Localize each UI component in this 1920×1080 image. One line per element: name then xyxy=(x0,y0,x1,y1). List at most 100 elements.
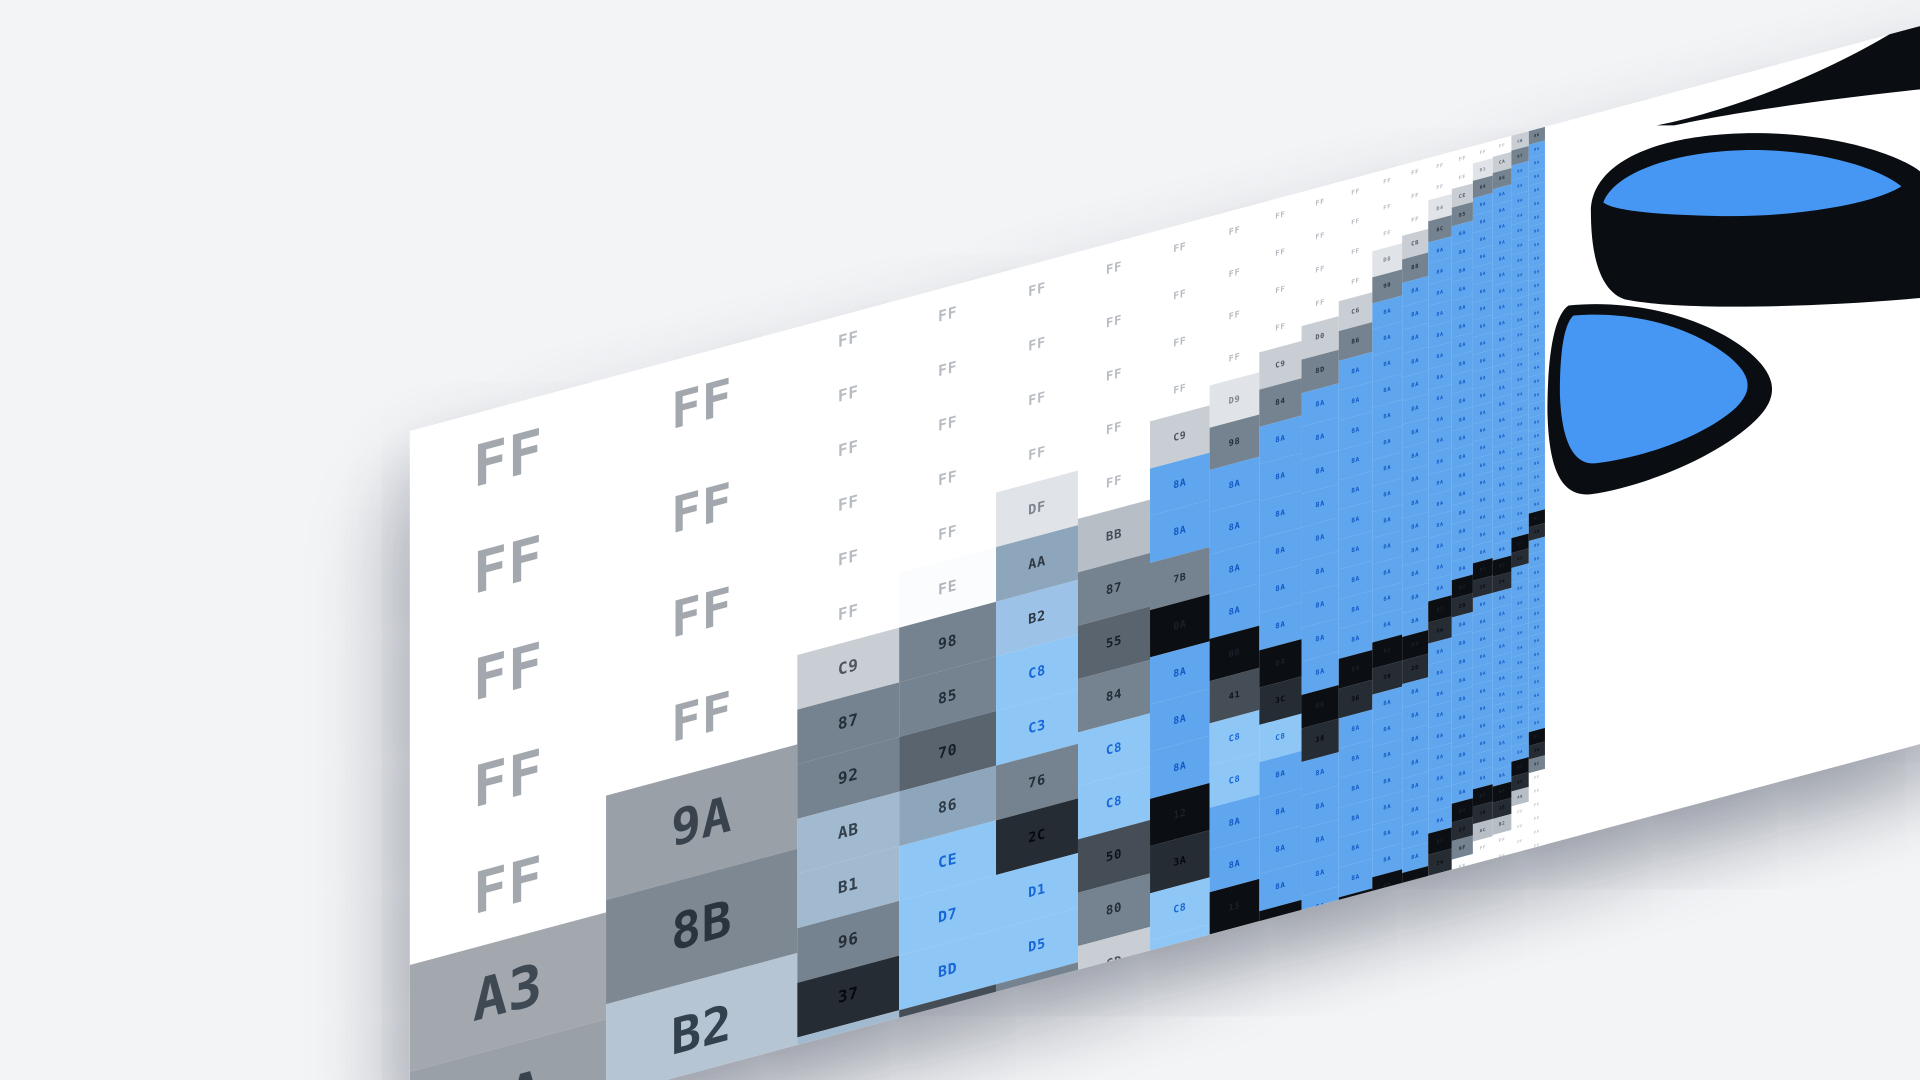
pixel-cell: FF xyxy=(1528,960,1545,979)
pixel-cell: FF xyxy=(1511,906,1529,926)
grid-column: FF FF FF FF C9 84 8A 8A 8A 8A 8A 8A 04 3C C8 8A 8A 8A 8A 0E… xyxy=(1259,192,1302,1080)
pixel-cell: FF xyxy=(1428,996,1452,1024)
pixel-cell: D6 xyxy=(1150,1018,1210,1080)
grid-column: FF CA 86 8A 8A 8A 8A 8A 8A 8A 8A 8A 8A 8A 8A 8A 8A 8A 8A 8A… xyxy=(1492,135,1512,1080)
pixel-cell: FF xyxy=(1451,947,1473,972)
pixel-cell: FF xyxy=(1511,1025,1529,1045)
pixel-cell: A5 xyxy=(1301,986,1339,1031)
pixel-cell: 8F xyxy=(1209,963,1260,1019)
pixel-cell: D9 xyxy=(899,1038,997,1080)
grid-column: 8E 8A 8A 8A 8A 8A 8A 8A 8A 8A 8A 8A 8A 8A 8A 8A 8A 8A 8A 8A… xyxy=(1528,126,1545,1080)
pixel-cell: FF xyxy=(1402,960,1429,991)
pixel-cell: FF xyxy=(1428,975,1452,1003)
pixel-cell: FF xyxy=(1528,891,1545,910)
pixel-cell: FF xyxy=(1511,1055,1529,1075)
pixel-cell: FF xyxy=(1428,1017,1452,1045)
pixel-cell: FF xyxy=(1528,932,1545,951)
pixel-cell: FF xyxy=(1259,1048,1302,1080)
pixel-cell: FF xyxy=(1428,1059,1452,1080)
pixel-cell: FF xyxy=(1511,950,1529,971)
pixel-cell: FF xyxy=(1492,975,1512,997)
pixel-cell: FF xyxy=(1492,894,1512,916)
pixel-cell: FF xyxy=(1402,936,1429,968)
pixel-cell: FF xyxy=(1338,977,1373,1017)
pixel-cell: FF xyxy=(1511,1040,1529,1060)
pixel-cell: FF xyxy=(1528,1028,1545,1047)
grid-column: FF FF FF FF FF FE 98 85 70 86 CE D7 BD 51 D9 xyxy=(899,273,997,1080)
pixel-cell: 28 xyxy=(1372,895,1403,930)
pixel-cell: FF xyxy=(1511,1070,1529,1080)
pixel-cell: FF xyxy=(1528,850,1545,869)
pixel-cell: FF xyxy=(1472,905,1493,929)
pixel-cell: FF xyxy=(1492,1039,1512,1062)
pixel-cell: FF xyxy=(1451,909,1473,935)
pixel-cell: FF xyxy=(1528,878,1545,897)
grid-column: FF FF FF D8 90 8A 8A 8A 8A 8A 8A 8A 8A 8A 8A 8A 8A 8A 02 30… xyxy=(1372,165,1403,1080)
pixel-cell: FF xyxy=(1492,862,1512,884)
pixel-cell: FF xyxy=(1451,1003,1473,1028)
pixel-cell: FF xyxy=(1511,861,1529,881)
pixel-cell: FF xyxy=(1338,1007,1373,1047)
pixel-cell: FF xyxy=(1209,1047,1260,1080)
pixel-cell: FF xyxy=(1511,1010,1529,1030)
pixel-cell: FF xyxy=(1511,980,1529,1001)
pixel-cell: FF xyxy=(1492,943,1512,965)
pixel-cell: FF xyxy=(1528,905,1545,924)
pixel-cell: FF xyxy=(1492,991,1512,1013)
pixel-cell: FF xyxy=(1372,1025,1403,1060)
pixel-cell: FF xyxy=(1472,1062,1493,1080)
pixel-cell: FF xyxy=(1451,984,1473,1009)
pixel-cell: FF xyxy=(1451,1021,1473,1046)
pixel-cell: 33 xyxy=(1259,937,1302,986)
pixel-cell: 26 xyxy=(1402,889,1429,921)
pixel-cell: FF xyxy=(1301,1053,1339,1080)
pixel-sheet: FFFFFFFFFFA39AFFFFFFFF9A8BB291FFFFFFFFFF… xyxy=(409,10,1920,1080)
pixel-cell: FF xyxy=(996,1071,1078,1080)
pixel-cell: FF xyxy=(1492,1056,1512,1078)
pixel-cell: FF xyxy=(1492,959,1512,981)
pixel-cell: B0 xyxy=(1338,948,1373,987)
grid-column: FFFFFFFFFFA39A xyxy=(409,378,607,1080)
pixel-cell: FF xyxy=(1492,846,1512,868)
pixel-cell: FF xyxy=(1492,1072,1512,1080)
pixel-cell: FF xyxy=(1492,910,1512,932)
pixel-cell: FF xyxy=(1528,1001,1545,1020)
pixel-cell: FF xyxy=(1451,853,1473,879)
pixel-cell: FF xyxy=(1372,973,1403,1008)
grid-column: FF D1 89 8A 8A 8A 8A 8A 8A 8A 8A 8A 8A 8A 8A 8A 8A 8A 8A 8A… xyxy=(1472,140,1493,1080)
pixel-cell: FF xyxy=(1528,987,1545,1006)
pixel-cell: FF xyxy=(1402,983,1429,1015)
pixel-cell: FF xyxy=(1372,1051,1403,1080)
grid-column: FF FF FF CB 88 8A 8A 8A 8A 8A 8A 8A 8A 8A 8A 8A 8A 8A 8A 8A… xyxy=(1402,158,1429,1080)
pixel-cell: FF xyxy=(1338,1037,1373,1077)
pixel-cell: DF xyxy=(797,1064,900,1080)
grid-column: FFFFFFFF9A8BB291 xyxy=(606,327,798,1080)
pixel-cell: FF xyxy=(1451,872,1473,897)
grid-column: FF FF FF FF D9 98 8A 8A 8A 8A 08 41 C8 C8 8A 8A 15 36 8F D2… xyxy=(1209,203,1260,1080)
pixel-cell: D2 xyxy=(1209,1005,1260,1062)
pixel-grid: FFFFFFFFFFA39AFFFFFFFF9A8BB291FFFFFFFFFF… xyxy=(409,11,1920,1080)
pixel-cell: FF xyxy=(1528,973,1545,992)
pixel-cell: FF xyxy=(1402,1007,1429,1039)
pixel-cell: FF xyxy=(1451,928,1473,953)
pixel-cell: FF xyxy=(1511,846,1529,867)
pixel-cell: FF xyxy=(1511,995,1529,1016)
pixel-cell: 2F xyxy=(1301,953,1339,997)
pixel-cell: FF xyxy=(1528,946,1545,965)
pixel-cell: FF xyxy=(1528,1042,1545,1061)
pixel-cell: FF xyxy=(1472,1027,1493,1051)
grid-column: FFFFFFFFFFFFC98792ABB19637B2DF xyxy=(797,299,900,1080)
pixel-cell: 11 xyxy=(1301,919,1339,964)
pixel-cell: FF xyxy=(1492,926,1512,949)
pixel-cell: FF xyxy=(1472,1010,1493,1033)
pixel-cell: FF xyxy=(1402,1031,1429,1062)
pixel-cell: FF xyxy=(1511,920,1529,941)
grid-column: FF FF FF FF C6 86 8A 8A 8A 8A 8A 8A 8A 8A 8A 8A 05 36 8A 8A… xyxy=(1338,173,1373,1080)
grid-column: FF FF FF FF FF BB 87 55 84 C8 C8 50 80 CD F9 FF xyxy=(1077,232,1151,1080)
pixel-cell: E0 xyxy=(1259,1011,1302,1061)
pixel-cell: FF xyxy=(1528,919,1545,938)
pixel-cell: FF xyxy=(1338,1067,1373,1080)
pixel-cell: FF xyxy=(1511,935,1529,956)
